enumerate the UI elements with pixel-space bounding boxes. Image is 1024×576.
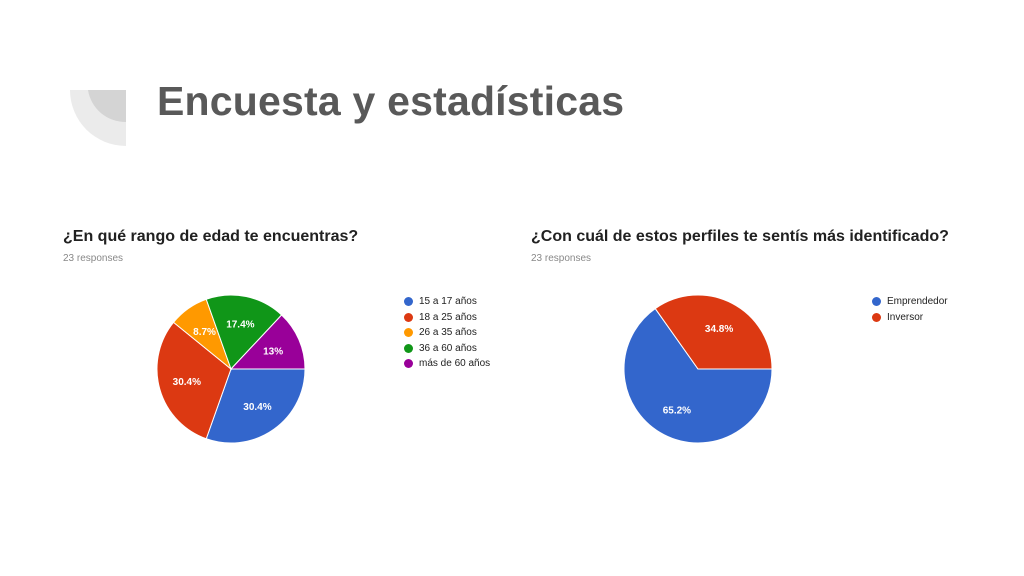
legend-item: 18 a 25 años — [404, 310, 490, 326]
age-range-chart: ¿En qué rango de edad te encuentras? 23 … — [63, 228, 503, 468]
legend-swatch — [404, 297, 413, 307]
legend-label: 15 a 17 años — [419, 296, 477, 308]
slice-label: 65.2% — [663, 405, 691, 416]
legend-swatch — [872, 297, 881, 307]
legend-label: 36 a 60 años — [419, 342, 477, 354]
legend-swatch — [872, 312, 881, 322]
profile-chart: ¿Con cuál de estos perfiles te sentís má… — [531, 228, 971, 468]
legend-label: Emprendedor — [887, 296, 948, 308]
slice-label: 17.4% — [226, 320, 254, 331]
legend-item: Inversor — [872, 310, 948, 326]
chart-title: ¿Con cuál de estos perfiles te sentís má… — [531, 228, 949, 245]
decorative-inner-arc — [88, 90, 126, 123]
chart-title: ¿En qué rango de edad te encuentras? — [63, 228, 359, 245]
slice-label: 34.8% — [705, 324, 733, 335]
legend-swatch — [404, 312, 413, 322]
pie-slice-15-a-17-anos — [205, 368, 306, 444]
response-count: 23 responses — [63, 253, 124, 264]
pie-slice-36-a-60-anos — [205, 294, 283, 370]
slice-label: 30.4% — [243, 402, 271, 413]
pie-chart: 30.4% 30.4% 8.7% 17.4% 13% — [156, 294, 306, 444]
legend-swatch — [404, 343, 413, 353]
legend-item: 26 a 35 años — [404, 325, 490, 341]
chart-legend: Emprendedor Inversor — [872, 294, 948, 325]
slice-label: 30.4% — [173, 377, 201, 388]
legend-label: Inversor — [887, 311, 924, 323]
response-count: 23 responses — [531, 253, 592, 264]
legend-item: 15 a 17 años — [404, 294, 490, 310]
legend-label: 18 a 25 años — [419, 311, 477, 323]
slice-label: 13% — [263, 346, 283, 357]
legend-swatch — [404, 359, 413, 369]
pie-slice-inversor — [654, 294, 773, 370]
slice-label: 8.7% — [193, 327, 216, 338]
slide-title: Encuesta y estadísticas — [157, 78, 625, 124]
chart-legend: 15 a 17 años 18 a 25 años 26 a 35 años 36 a… — [404, 294, 490, 372]
legend-label: más de 60 años — [419, 358, 491, 370]
pie-slice-emprendedor — [623, 307, 773, 444]
legend-swatch — [404, 328, 413, 338]
legend-item: 36 a 60 años — [404, 341, 490, 357]
legend-item: más de 60 años — [404, 356, 490, 372]
pie-slice-18-a-25-anos — [156, 321, 232, 440]
pie-chart: 65.2% 34.8% — [623, 294, 773, 444]
decorative-corner-shape — [70, 90, 126, 146]
pie-slice-mas-de-60-anos — [229, 314, 306, 370]
legend-label: 26 a 35 años — [419, 327, 477, 339]
legend-item: Emprendedor — [872, 294, 948, 310]
